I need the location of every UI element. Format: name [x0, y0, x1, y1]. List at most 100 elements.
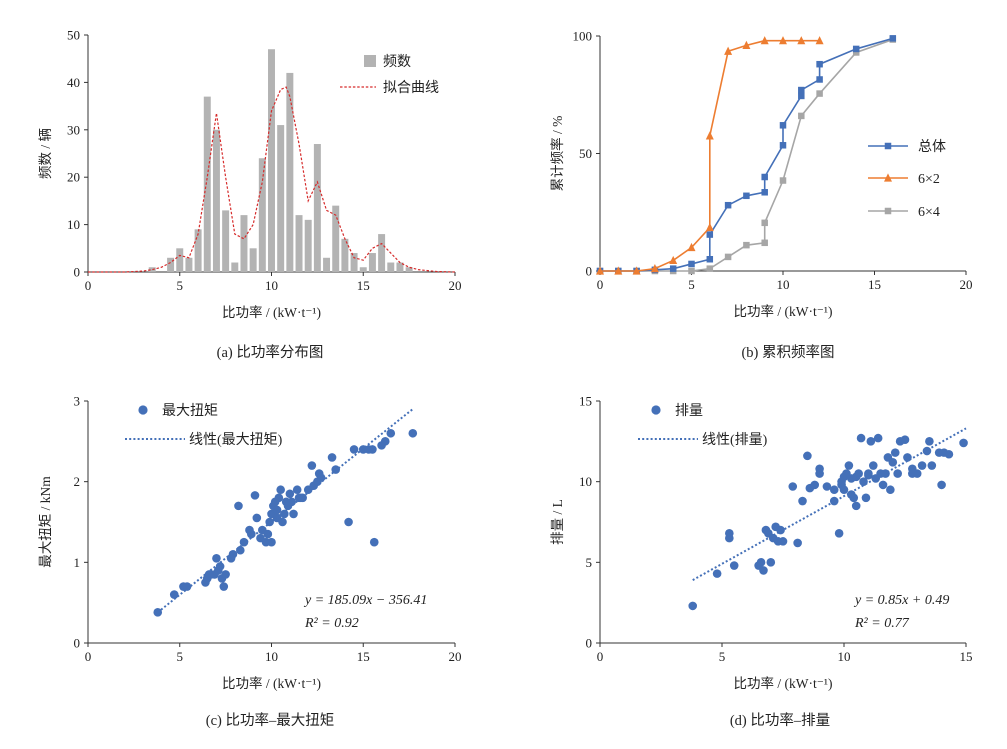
chart-b-x-axis-label: 比功率 / (kW·t⁻¹)	[734, 303, 833, 319]
histogram-bar	[323, 257, 331, 272]
scatter-point	[839, 485, 849, 495]
series-marker	[779, 142, 787, 149]
scatter-point	[873, 433, 883, 443]
histogram-bar	[203, 96, 211, 273]
chart-d-caption: (d) 比功率–排量	[730, 712, 830, 729]
series-marker	[798, 92, 805, 100]
scatter-point	[283, 501, 293, 511]
scatter-point	[349, 445, 359, 454]
chart-a-y-tick-label: 30	[67, 122, 80, 137]
scatter-point	[881, 469, 890, 478]
series-marker	[761, 189, 768, 196]
series-marker	[650, 264, 659, 273]
chart-a-caption: (a) 比功率分布图	[217, 344, 324, 361]
scatter-point	[890, 448, 900, 457]
series-marker	[705, 222, 714, 232]
histogram-bar	[212, 129, 220, 272]
histogram-bar	[194, 229, 202, 272]
series-marker	[889, 35, 897, 42]
histogram-bar	[332, 205, 340, 272]
chart-d-y-tick-label: 10	[579, 474, 592, 489]
chart-c: 0 5 10 15 20 0 1 2 3 比功率 / (kW·t⁻¹) 最大扭矩 / kNm (c) …	[38, 394, 462, 730]
scatter-point	[263, 529, 273, 539]
legend-fit-label: 拟合曲线	[383, 80, 439, 96]
histogram-bar	[359, 267, 367, 272]
chart-a: 0 5 10 15 20 0 10 20 30 40 50 比功率 / (kW·t⁻¹) 频数 / 辆 (…	[38, 28, 462, 362]
series-marker	[761, 239, 768, 247]
scatter-point	[868, 461, 878, 470]
chart-d-y-tick-label: 15	[579, 394, 592, 409]
series-line	[600, 37, 894, 272]
chart-c-x-tick-label: 10	[265, 649, 278, 664]
series-marker	[706, 265, 714, 272]
scatter-point	[888, 458, 898, 467]
chart-d-y-tick-label: 5	[586, 555, 593, 570]
scatter-point	[296, 493, 306, 503]
legend-point-swatch	[138, 405, 148, 415]
histogram-bar	[341, 238, 349, 272]
chart-c-x-tick-label: 20	[449, 649, 462, 664]
legend-trend-label: 线性(最大扭矩)	[189, 432, 283, 448]
chart-c-y-tick-label: 0	[74, 636, 81, 651]
chart-d-x-tick-label: 10	[838, 649, 851, 664]
scatter-point	[793, 538, 802, 548]
scatter-point	[309, 481, 319, 491]
series-marker	[669, 255, 678, 265]
series-marker	[614, 266, 623, 275]
series-marker	[779, 122, 787, 129]
histogram-bar	[277, 125, 285, 272]
histogram-bar	[185, 257, 193, 272]
scatter-point	[408, 428, 418, 438]
chart-a-y-tick-label: 50	[67, 28, 80, 43]
histogram-bar	[249, 248, 257, 272]
scatter-point	[866, 437, 876, 446]
histogram-bar	[268, 49, 275, 272]
series-marker	[688, 267, 695, 275]
series-line	[600, 38, 894, 272]
scatter-point	[292, 485, 302, 495]
scatter-point	[280, 509, 289, 519]
chart-a-x-axis-label: 比功率 / (kW·t⁻¹)	[222, 304, 321, 320]
scatter-point	[893, 469, 902, 478]
series-marker	[706, 231, 714, 238]
chart-b-y-tick-label: 50	[579, 146, 592, 161]
chart-a-x-tick-label: 15	[357, 278, 370, 293]
scatter-point	[221, 570, 230, 579]
scatter-point	[854, 469, 863, 478]
legend-point-label: 排量	[675, 403, 703, 419]
chart-a-y-axis-label: 频数 / 辆	[38, 128, 53, 179]
chart-b: 0 5 10 15 20 0 50 100 比功率 / (kW·t⁻¹) 累计频率 / % (b) …	[549, 29, 973, 362]
scatter-point	[776, 525, 785, 535]
scatter-point	[810, 480, 820, 490]
scatter-point	[937, 480, 946, 490]
legend-marker	[884, 142, 892, 150]
scatter-point	[272, 505, 282, 515]
scatter-point	[386, 428, 396, 438]
scatter-point	[252, 513, 262, 523]
histogram-bar	[378, 234, 386, 272]
series-marker	[688, 260, 695, 268]
scatter-point	[917, 461, 927, 470]
series-marker	[779, 177, 787, 184]
scatter-point	[851, 501, 861, 511]
histogram-bar	[148, 267, 156, 272]
scatter-point	[276, 485, 285, 495]
scatter-point	[798, 496, 807, 506]
chart-d-x-tick-label: 0	[597, 649, 604, 664]
legend-marker	[884, 207, 892, 215]
series-marker	[779, 36, 787, 45]
series-marker	[761, 173, 768, 181]
legend-label: 6×2	[918, 172, 940, 187]
scatter-point	[829, 496, 839, 506]
scatter-point	[959, 438, 968, 448]
scatter-point	[837, 477, 846, 486]
scatter-point	[908, 469, 917, 478]
legend-bar-label: 频数	[383, 54, 411, 70]
chart-b-y-tick-label: 0	[586, 264, 593, 279]
scatter-point	[204, 570, 214, 579]
scatter-point	[847, 490, 856, 499]
scatter-point	[729, 561, 739, 570]
r-squared-text: R² = 0.77	[854, 616, 910, 631]
chart-a-y-tick-label: 0	[74, 265, 81, 280]
histogram-bar	[368, 253, 376, 272]
